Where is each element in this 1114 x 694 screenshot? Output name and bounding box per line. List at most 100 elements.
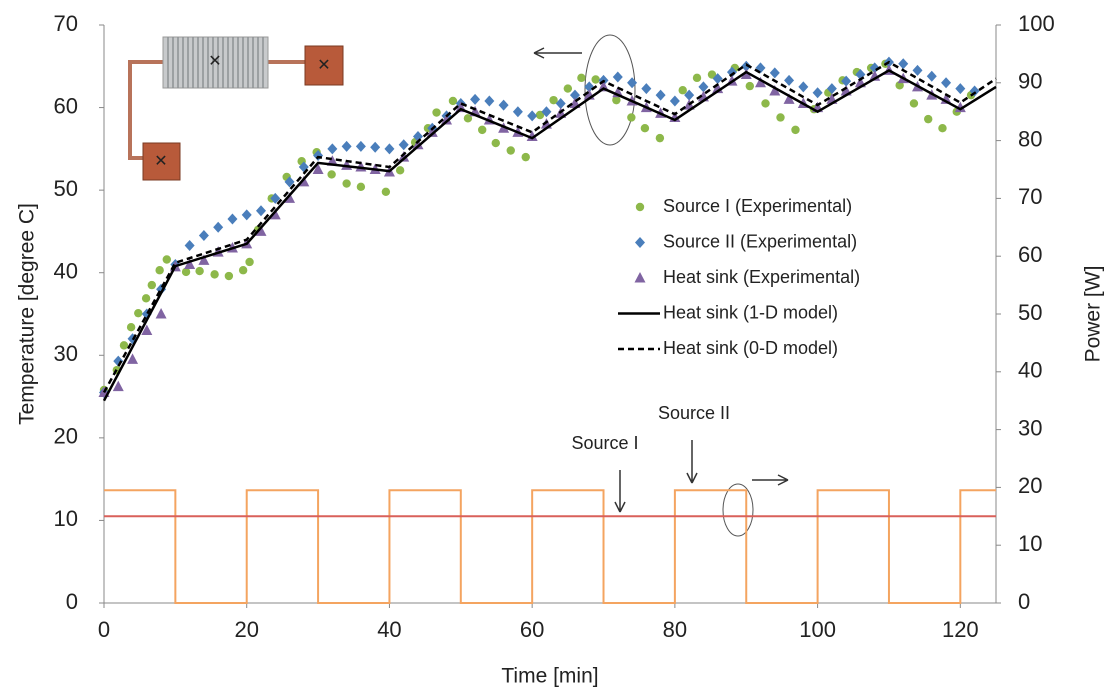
- y2-tick-label: 10: [1018, 531, 1042, 556]
- data-point: [612, 71, 623, 83]
- inset-mark: ✕: [208, 53, 221, 70]
- data-point: [491, 138, 500, 148]
- data-point: [506, 146, 515, 155]
- y2-tick-label: 50: [1018, 300, 1042, 325]
- y2-tick-label: 40: [1018, 358, 1042, 383]
- data-point: [181, 267, 191, 277]
- data-point: [227, 213, 238, 225]
- annotation: Source II: [658, 403, 730, 423]
- x-tick-label: 80: [663, 617, 687, 642]
- data-point: [924, 114, 933, 124]
- data-point: [612, 95, 621, 105]
- y-tick-label: 30: [54, 341, 78, 366]
- data-point: [448, 96, 458, 106]
- x-tick-label: 40: [377, 617, 401, 642]
- annotation-arrow: [614, 470, 626, 513]
- y2-tick-label: 60: [1018, 242, 1042, 267]
- data-point: [269, 208, 281, 220]
- data-point: [755, 76, 767, 88]
- data-point: [912, 64, 923, 76]
- data-point: [698, 81, 709, 93]
- data-point: [255, 205, 266, 217]
- data-point: [769, 85, 781, 96]
- data-point: [126, 323, 136, 332]
- legend-label: Source I (Experimental): [663, 196, 852, 216]
- legend-marker: [635, 237, 645, 248]
- data-point: [791, 125, 800, 135]
- data-point: [740, 68, 752, 80]
- y-tick-label: 40: [54, 259, 78, 284]
- data-point: [213, 221, 224, 233]
- data-point: [112, 380, 124, 392]
- data-point: [954, 101, 966, 113]
- annotation-ellipse: [584, 34, 636, 146]
- x-tick-label: 120: [942, 617, 979, 642]
- data-point: [841, 75, 852, 87]
- legend-label: Heat sink (Experimental): [663, 267, 860, 287]
- annotation-arrow: [533, 47, 582, 59]
- annotation: Source I: [571, 433, 638, 453]
- inset-source-i: [142, 142, 181, 181]
- data-point: [783, 93, 795, 104]
- x-tick-label: 60: [520, 617, 544, 642]
- inset-pipe: [128, 60, 305, 160]
- data-point: [432, 108, 441, 117]
- data-point: [745, 81, 755, 91]
- data-point: [798, 81, 809, 93]
- y2-tick-label: 70: [1018, 184, 1042, 209]
- y-tick-label: 0: [66, 589, 78, 614]
- power-line: [104, 489, 996, 604]
- data-point: [692, 73, 702, 83]
- inset-fins: [167, 37, 264, 88]
- data-point: [741, 60, 752, 72]
- data-point: [555, 97, 566, 109]
- data-point: [627, 113, 636, 122]
- data-point: [541, 106, 552, 118]
- data-point: [119, 341, 129, 350]
- y2-tick-label: 20: [1018, 473, 1042, 498]
- data-point: [549, 95, 558, 105]
- data-point: [184, 239, 195, 251]
- data-point: [784, 74, 795, 86]
- data-point: [941, 77, 952, 89]
- data-point: [684, 89, 695, 101]
- data-point: [577, 73, 586, 83]
- x-tick-label: 100: [799, 617, 836, 642]
- data-point: [141, 324, 153, 336]
- data-point: [398, 151, 410, 162]
- data-point: [484, 95, 495, 107]
- data-point: [270, 192, 281, 204]
- legend-marker: [634, 272, 646, 283]
- data-point: [147, 280, 157, 290]
- data-point: [512, 106, 523, 118]
- inset-diagram: ✕ ✕ ✕: [128, 36, 344, 181]
- inset-mark: ✕: [154, 153, 167, 170]
- data-point: [155, 266, 164, 275]
- annotation-ellipse: [722, 483, 754, 537]
- data-point: [355, 140, 366, 152]
- y-axis-title: Temperature [degree C]: [16, 203, 39, 425]
- x-tick-label: 20: [234, 617, 258, 642]
- data-point: [238, 266, 248, 275]
- model-line: [102, 60, 997, 394]
- data-point: [498, 99, 509, 111]
- data-point: [569, 89, 580, 101]
- data-point: [395, 166, 405, 175]
- data-point: [327, 143, 338, 155]
- inset-source-ii: [304, 45, 344, 86]
- data-point: [255, 225, 267, 236]
- data-point: [591, 75, 600, 84]
- model-line: [102, 68, 997, 402]
- data-point: [527, 110, 538, 122]
- data-point: [812, 87, 823, 99]
- data-point: [712, 73, 723, 85]
- data-point: [441, 113, 453, 125]
- data-point: [127, 353, 139, 364]
- data-point: [563, 84, 573, 93]
- data-point: [284, 192, 296, 203]
- data-point: [381, 187, 391, 196]
- data-point: [327, 170, 336, 179]
- data-point: [224, 271, 234, 281]
- inset-sink: [162, 36, 269, 89]
- legend-label: Heat sink (0-D model): [663, 338, 838, 358]
